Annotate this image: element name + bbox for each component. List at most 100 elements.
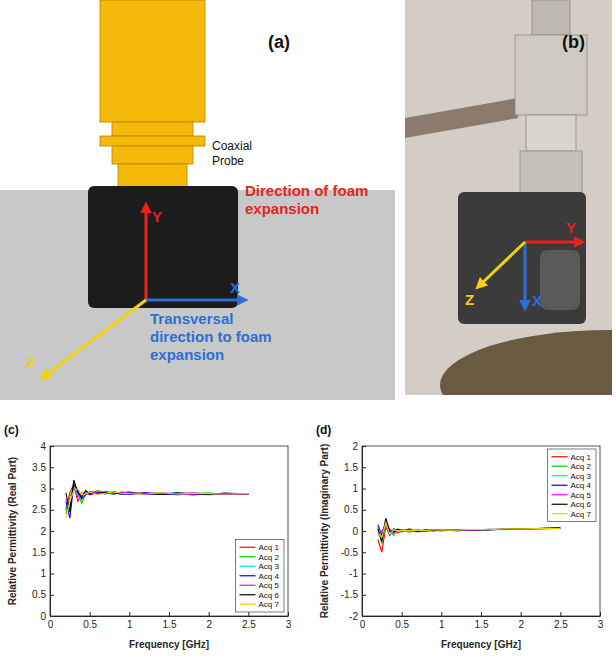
tick-label: 0.5 bbox=[32, 589, 46, 600]
axis-letter: Z bbox=[465, 291, 474, 308]
tick-mark bbox=[169, 612, 170, 616]
tick: -1 bbox=[349, 568, 366, 579]
chart-panel: 00.511.522.5300.511.522.533.54(c)Frequen… bbox=[4, 423, 292, 650]
tick-label: 2.5 bbox=[242, 619, 256, 630]
tick-label: 3 bbox=[40, 483, 46, 494]
legend-label: Acq 4 bbox=[259, 572, 280, 581]
tick: 3 bbox=[40, 483, 54, 494]
panel-label: (a) bbox=[268, 32, 290, 52]
legend-label: Acq 4 bbox=[571, 481, 592, 490]
tick-label: 1 bbox=[127, 619, 133, 630]
tick-mark bbox=[362, 616, 366, 617]
series-line bbox=[378, 525, 560, 544]
tick-mark bbox=[248, 612, 249, 616]
tick-mark bbox=[50, 489, 54, 490]
probe-part bbox=[100, 0, 205, 122]
tick: 0.5 bbox=[83, 612, 97, 630]
plot-marks bbox=[66, 480, 248, 518]
connector-part bbox=[526, 115, 576, 151]
tick-label: 0.5 bbox=[395, 619, 409, 630]
tick: 1.5 bbox=[344, 462, 366, 473]
probe-part bbox=[112, 122, 193, 136]
tick-label: 2.5 bbox=[32, 504, 46, 515]
y-axis-title: Relative Permittivity (Real Part) bbox=[7, 457, 18, 605]
text-line: expansion bbox=[150, 346, 224, 363]
tick-label: 0 bbox=[360, 619, 366, 630]
tick-mark bbox=[441, 612, 442, 616]
y-axis: 00.511.522.533.54 bbox=[32, 441, 54, 622]
tick-label: -2 bbox=[349, 611, 358, 622]
probe-part bbox=[112, 146, 193, 164]
connector-part bbox=[520, 151, 582, 193]
series-line bbox=[378, 523, 560, 538]
tick-label: 2 bbox=[206, 619, 212, 630]
tick-mark bbox=[288, 612, 289, 616]
tick: 0 bbox=[352, 526, 366, 537]
axis-arrow bbox=[525, 241, 582, 244]
tick-mark bbox=[362, 510, 366, 511]
tick-mark bbox=[50, 510, 54, 511]
text-line: direction to foam bbox=[150, 328, 272, 345]
legend-swatch bbox=[552, 475, 568, 476]
text-line: Probe bbox=[212, 154, 244, 168]
panel-label: (b) bbox=[562, 32, 585, 52]
tick: 1 bbox=[127, 612, 133, 630]
series-line bbox=[66, 484, 248, 510]
series-line bbox=[378, 518, 560, 541]
tick: 1.5 bbox=[475, 612, 489, 630]
legend-box bbox=[236, 540, 284, 613]
text-line: expansion bbox=[245, 200, 319, 217]
tick-label: 1.5 bbox=[475, 619, 489, 630]
figure: CoaxialProbe(a)YDirection of foamexpansi… bbox=[0, 0, 616, 668]
tick-mark bbox=[600, 612, 601, 616]
y-axis-title: Relative Permittivity (Imaginary Part) bbox=[319, 444, 330, 619]
text-line: Coaxial bbox=[212, 139, 252, 153]
tick-mark bbox=[209, 612, 210, 616]
tick-label: 2 bbox=[40, 526, 46, 537]
tick-mark bbox=[50, 574, 54, 575]
tick-mark bbox=[402, 612, 403, 616]
series-line bbox=[378, 520, 560, 535]
legend-label: Acq 6 bbox=[571, 500, 592, 509]
tick: 2.5 bbox=[242, 612, 256, 630]
legend-swatch bbox=[552, 494, 568, 495]
legend-label: Acq 2 bbox=[259, 553, 280, 562]
x-axis-title: Frequency [GHz] bbox=[129, 639, 209, 650]
tick-label: 3 bbox=[286, 619, 292, 630]
axis-letter: Z bbox=[26, 354, 35, 371]
axis-letter: Y bbox=[152, 208, 162, 225]
legend-swatch bbox=[552, 504, 568, 505]
y-axis: -2-1.5-1-0.500.511.52 bbox=[341, 441, 366, 622]
axis-letter: X bbox=[532, 292, 542, 309]
text-line: Transversal bbox=[150, 310, 233, 327]
tick-label: 1.5 bbox=[344, 462, 358, 473]
tick: 2 bbox=[206, 612, 212, 630]
tick-mark bbox=[50, 552, 54, 553]
panel-b bbox=[405, 0, 612, 395]
tick-mark bbox=[362, 574, 366, 575]
axis-arrow bbox=[145, 205, 148, 300]
axis-letter: Y bbox=[566, 219, 576, 236]
tick-mark bbox=[50, 531, 54, 532]
tick: -0.5 bbox=[341, 547, 366, 558]
legend-swatch bbox=[240, 604, 256, 605]
legend-label: Acq 2 bbox=[571, 462, 592, 471]
tick-label: 1.5 bbox=[32, 547, 46, 558]
tick-mark bbox=[50, 616, 54, 617]
x-axis: 00.511.522.53 bbox=[48, 612, 292, 630]
probe-label: CoaxialProbe bbox=[212, 139, 252, 168]
tick: 0.5 bbox=[344, 504, 366, 515]
tick: 1 bbox=[40, 568, 54, 579]
tick-label: 2.5 bbox=[554, 619, 568, 630]
tick-label: 3 bbox=[598, 619, 604, 630]
tick-label: -0.5 bbox=[341, 547, 359, 558]
plot-area bbox=[362, 446, 600, 616]
tick-label: 1 bbox=[40, 568, 46, 579]
tick-label: 0.5 bbox=[83, 619, 97, 630]
holder-arm bbox=[405, 98, 518, 138]
tick-label: 2 bbox=[352, 441, 358, 452]
legend-swatch bbox=[240, 547, 256, 548]
tick: 3 bbox=[286, 612, 292, 630]
tick-mark bbox=[362, 552, 366, 553]
tick-label: 0.5 bbox=[344, 504, 358, 515]
